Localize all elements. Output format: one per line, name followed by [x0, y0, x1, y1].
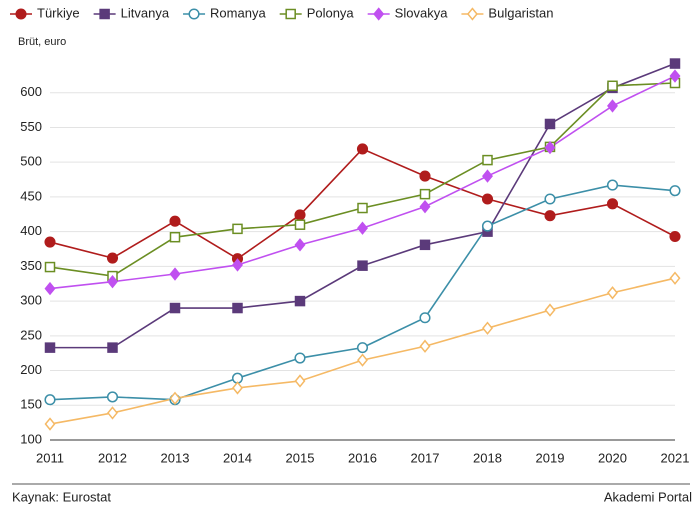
y-tick-label: 500: [20, 154, 42, 169]
point: [294, 374, 306, 388]
point: [544, 210, 556, 222]
legend-marker: [99, 8, 110, 20]
point: [419, 312, 431, 324]
point: [356, 342, 369, 354]
source: Kaynak: Eurostat: [12, 489, 111, 504]
point: [106, 391, 119, 403]
point: [669, 58, 681, 69]
point: [294, 352, 306, 364]
point: [419, 239, 431, 251]
point: [232, 258, 243, 272]
legend-marker: [15, 8, 27, 20]
point: [44, 417, 56, 431]
legend-label: Litvanya: [121, 5, 170, 20]
point: [544, 118, 556, 130]
point: [357, 353, 368, 367]
point: [356, 143, 369, 155]
point: [482, 154, 493, 166]
y-tick-label: 550: [20, 119, 42, 134]
point: [607, 286, 618, 300]
y-tick-label: 150: [20, 397, 42, 412]
y-tick-label: 250: [20, 327, 42, 342]
x-tick-label: 2021: [661, 450, 690, 465]
point: [44, 342, 56, 353]
point: [232, 381, 243, 395]
x-tick-label: 2012: [98, 450, 127, 465]
point: [294, 219, 306, 230]
credit: Akademi Portal: [604, 489, 692, 504]
point: [606, 198, 619, 210]
point: [607, 80, 618, 92]
x-tick-label: 2019: [536, 450, 565, 465]
series-line: [49, 82, 676, 277]
legend-marker: [285, 8, 296, 20]
x-tick-label: 2020: [598, 450, 627, 465]
point: [482, 169, 493, 183]
point: [669, 69, 681, 83]
y-tick-label: 450: [20, 188, 42, 203]
y-tick-label: 200: [20, 362, 42, 377]
point: [607, 99, 618, 113]
point: [107, 342, 118, 353]
point: [544, 303, 556, 317]
point: [606, 179, 619, 191]
point: [294, 295, 306, 307]
point: [669, 271, 681, 285]
y-tick-label: 400: [20, 223, 42, 238]
x-tick-label: 2013: [161, 450, 190, 465]
point: [169, 391, 181, 406]
point: [107, 274, 118, 289]
x-tick-label: 2018: [473, 450, 502, 465]
point: [169, 215, 181, 227]
point: [419, 188, 431, 200]
point: [544, 140, 556, 155]
point: [232, 302, 243, 314]
point: [44, 394, 56, 406]
y-axis-label: Brüt, euro: [18, 36, 66, 48]
point: [294, 238, 306, 252]
legend-label: Slovakya: [395, 5, 449, 20]
point: [357, 202, 368, 214]
point: [357, 221, 368, 235]
point: [232, 223, 243, 235]
point: [294, 209, 306, 221]
legend-label: Türkiye: [37, 5, 80, 20]
x-tick-label: 2011: [36, 450, 64, 465]
legend-marker: [466, 7, 478, 21]
point: [544, 193, 556, 205]
legend-label: Romanya: [210, 5, 266, 20]
point: [44, 281, 56, 296]
y-tick-label: 350: [20, 258, 42, 273]
point: [419, 199, 431, 214]
point: [169, 267, 181, 281]
point: [106, 252, 119, 264]
x-tick-label: 2014: [223, 450, 252, 465]
legend-marker: [373, 7, 385, 21]
legend-label: Bulgaristan: [488, 5, 553, 20]
point: [481, 220, 494, 232]
point: [107, 406, 118, 420]
legend-label: Polonya: [307, 5, 355, 20]
point: [481, 193, 494, 205]
point: [482, 321, 493, 335]
legend-marker: [188, 8, 200, 20]
y-tick-label: 300: [20, 293, 42, 308]
x-tick-label: 2017: [411, 450, 440, 465]
point: [169, 302, 181, 314]
point: [669, 185, 681, 197]
y-tick-label: 600: [20, 84, 42, 99]
x-tick-label: 2015: [286, 450, 315, 465]
point: [419, 170, 431, 182]
y-tick-label: 100: [20, 431, 42, 446]
point: [169, 231, 181, 243]
point: [419, 339, 431, 353]
series-line: [49, 184, 676, 401]
point: [44, 236, 56, 248]
point: [357, 260, 368, 271]
point: [44, 261, 56, 273]
x-tick-label: 2016: [348, 450, 377, 465]
point: [669, 230, 681, 243]
